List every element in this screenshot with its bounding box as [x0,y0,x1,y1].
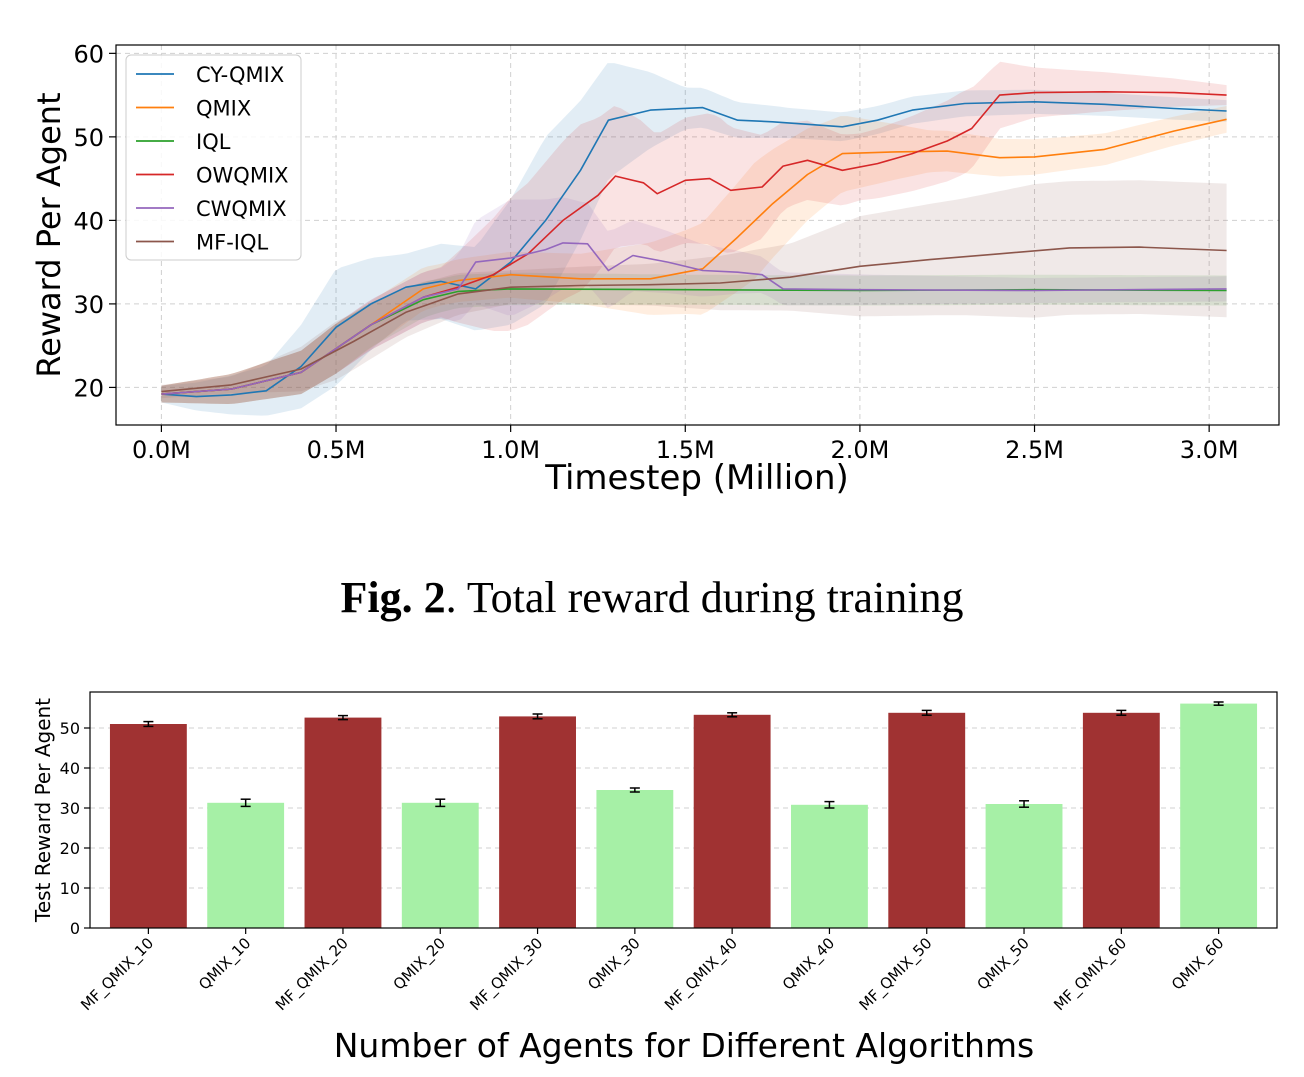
series-line-cwqmix [161,242,1227,395]
bar-chart: 0 10 20 30 40 50 MF_QMIX_10 QMIX_10 MF_QMIX_20 QM… [31,691,1278,1065]
bar [693,714,771,928]
caption-label: Fig. 2 [340,573,446,622]
x-tick-label: MF_QMIX_20 [272,934,353,1015]
y-axis-label: Reward Per Agent [30,92,68,377]
std-band-qmix [161,106,1227,404]
x-tick-label: QMIX_20 [390,934,450,994]
legend: CY-QMIX QMIX IQL OWQMIX CWQMIX MF-IQL [125,54,302,261]
line-chart: 0.0M 0.5M 1.0M 1.5M 2.0M 2.5M 3.0M 20 30 40 50 60 T… [30,40,1280,498]
x-tick-label: MF_QMIX_50 [856,934,937,1015]
caption-text: Total reward during training [456,573,964,622]
y-tick-label: 30 [73,291,104,319]
x-tick-label: 2.0M [830,436,889,464]
legend-label: IQL [196,130,231,154]
bar [791,804,868,928]
bar [596,790,674,928]
y-tick-label: 50 [73,124,104,152]
series-line-qmix [161,118,1227,395]
y-tick-label: 20 [73,374,104,402]
x-axis-label: Number of Agents for Different Algorithm… [334,1026,1035,1065]
std-band-cwqmix [161,197,1227,404]
y-tick-label: 60 [73,40,104,68]
bar [304,717,382,928]
x-tick-label: 0.0M [132,436,191,464]
bar [207,802,285,928]
bar [499,716,576,928]
bar [1082,712,1160,928]
x-tick-label: 2.5M [1005,436,1064,464]
y-tick-label: 10 [60,879,80,898]
series-line-mf-iql [161,246,1227,393]
y-tick-label: 30 [60,799,80,818]
x-tick-label: QMIX_50 [973,934,1033,994]
bar [109,724,187,928]
y-axis-label: Test Reward Per Agent [31,698,55,923]
x-axis-label: Timestep (Million) [544,458,849,498]
plot-frame [89,691,1278,929]
x-tick-label: QMIX_30 [584,934,644,994]
x-tick-label: MF_QMIX_30 [466,934,547,1015]
std-band-iql [161,272,1227,404]
y-tick-label: 40 [73,207,104,235]
x-tick-label: QMIX_10 [195,934,255,994]
y-tick-label: 0 [70,919,80,938]
series-line-cy-qmix [161,101,1227,398]
legend-label: CWQMIX [196,197,287,221]
bars [109,701,1258,928]
bar [888,712,966,928]
bar [401,802,479,928]
x-tick-label: MF_QMIX_60 [1050,934,1131,1015]
x-tick-label: QMIX_60 [1168,934,1228,994]
x-tick-label: 1.0M [481,436,540,464]
axis-ticks: 0.0M 0.5M 1.0M 1.5M 2.0M 2.5M 3.0M 20 30 40 50 60 [73,40,1238,464]
caption-separator: . [445,573,457,622]
plot-frame [115,44,1280,426]
x-tick-label: 0.5M [307,436,366,464]
std-bands [161,61,1227,416]
legend-label: CY-QMIX [196,63,284,87]
series-line-owqmix [161,91,1227,395]
y-tick-label: 50 [60,719,80,738]
legend-label: MF-IQL [196,231,268,255]
x-tick-label: 3.0M [1180,436,1239,464]
legend-label: QMIX [196,97,251,121]
std-band-owqmix [161,61,1227,405]
legend-label: OWQMIX [196,164,289,188]
grid [116,45,1279,425]
x-tick-label: 1.5M [656,436,715,464]
x-tick-label: QMIX_40 [779,934,839,994]
bar [1180,703,1258,928]
series-lines [161,91,1227,398]
x-tick-label: MF_QMIX_40 [661,934,742,1015]
y-tick-label: 40 [60,759,80,778]
figure-caption: Fig. 2. Total reward during training [0,572,1304,623]
y-tick-label: 20 [60,839,80,858]
x-tick-label: MF_QMIX_10 [77,934,158,1015]
bar [985,804,1063,928]
